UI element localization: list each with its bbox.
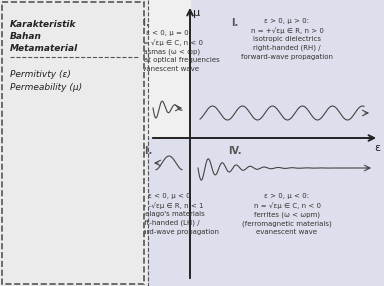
Text: Bahan: Bahan (10, 32, 42, 41)
Text: ε > 0, μ < 0:
n = √εμ ∈ C, n < 0
ferrites (ω < ωpm)
(ferromagnetic materials)
ev: ε > 0, μ < 0: n = √εμ ∈ C, n < 0 ferrite… (242, 193, 332, 235)
Text: I.: I. (232, 18, 238, 28)
FancyBboxPatch shape (2, 2, 144, 284)
Text: ε > 0, μ > 0:
n = +√εμ ∈ R, n > 0
isotropic dielectrics
right-handed (RH) /
forw: ε > 0, μ > 0: n = +√εμ ∈ R, n > 0 isotro… (241, 18, 333, 60)
Text: IV.: IV. (228, 146, 242, 156)
Text: ε < 0, μ = 0:
n = √εμ ∈ C, n < 0
plasmas (ω < ωp)
metals at optical frequencies
: ε < 0, μ = 0: n = √εμ ∈ C, n < 0 plasmas… (118, 30, 220, 72)
Text: Permeability (μ): Permeability (μ) (10, 83, 82, 92)
Text: III.: III. (138, 146, 152, 156)
Text: Metamaterial: Metamaterial (10, 44, 78, 53)
Text: II.: II. (140, 18, 151, 28)
Text: Permitivty (ε): Permitivty (ε) (10, 70, 71, 79)
Text: ε: ε (374, 143, 380, 153)
Text: μ: μ (193, 8, 200, 18)
Text: Karakteristik: Karakteristik (10, 20, 76, 29)
Text: ε < 0, μ < 0
n = -√εμ ∈ R, n < 1
Veselago's materials
left-handed (LH) /
backwar: ε < 0, μ < 0 n = -√εμ ∈ R, n < 1 Veselag… (119, 193, 218, 235)
